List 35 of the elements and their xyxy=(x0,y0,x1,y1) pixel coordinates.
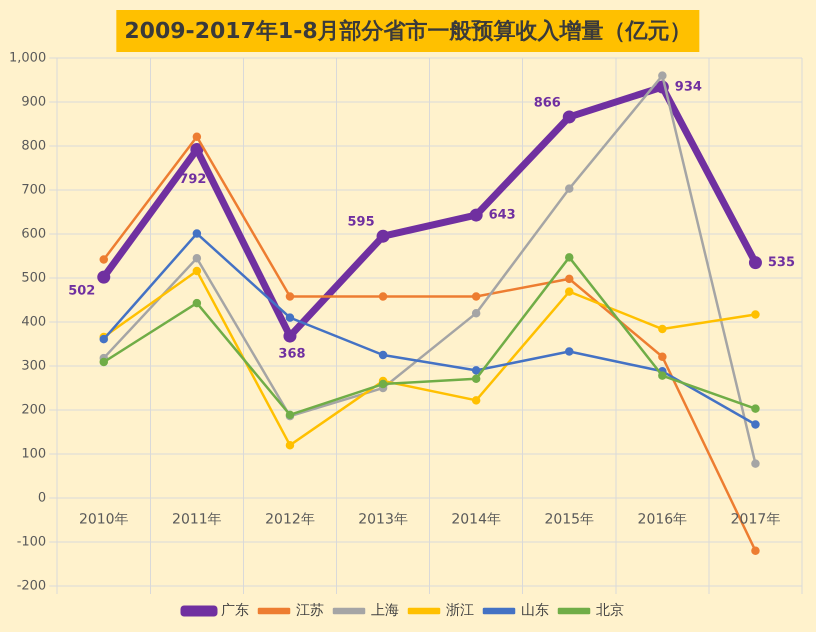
y-tick-label: 1,000 xyxy=(9,50,46,66)
y-tick-label: 900 xyxy=(21,94,46,110)
data-label: 595 xyxy=(347,214,375,230)
legend-label: 浙江 xyxy=(446,602,474,619)
chart-title: 2009-2017年1-8月部分省市一般预算收入增量（亿元） xyxy=(116,10,700,52)
data-label: 368 xyxy=(278,346,306,362)
y-tick-label: 100 xyxy=(21,446,46,462)
x-tick-label: 2011年 xyxy=(172,512,222,528)
data-label: 792 xyxy=(179,172,206,187)
legend-label: 江苏 xyxy=(296,602,324,619)
x-tick-label: 2013年 xyxy=(358,512,408,528)
data-label: 535 xyxy=(768,254,796,270)
y-tick-label: 600 xyxy=(21,226,46,242)
y-tick-label: 300 xyxy=(21,358,46,374)
data-label: 643 xyxy=(488,207,516,222)
y-tick-label: 700 xyxy=(21,182,46,198)
y-tick-label: 0 xyxy=(38,490,46,506)
legend-label: 山东 xyxy=(521,602,549,619)
legend-label: 上海 xyxy=(371,602,399,619)
data-label: 502 xyxy=(68,283,96,298)
legend-label: 北京 xyxy=(596,602,624,619)
y-tick-label: -200 xyxy=(16,578,46,594)
x-tick-label: 2015年 xyxy=(544,512,594,528)
y-tick-label: 200 xyxy=(21,402,46,418)
x-tick-label: 2016年 xyxy=(638,512,688,528)
y-tick-label: 500 xyxy=(21,270,46,286)
y-tick-label: -100 xyxy=(16,534,46,550)
data-label: 934 xyxy=(674,79,702,94)
y-tick-label: 400 xyxy=(21,314,46,330)
y-tick-label: 800 xyxy=(21,138,46,154)
x-tick-label: 2014年 xyxy=(451,512,501,528)
x-tick-label: 2010年 xyxy=(78,512,129,528)
x-tick-label: 2012年 xyxy=(265,512,315,528)
legend-label: 广东 xyxy=(221,602,249,619)
data-label: 866 xyxy=(534,95,561,110)
